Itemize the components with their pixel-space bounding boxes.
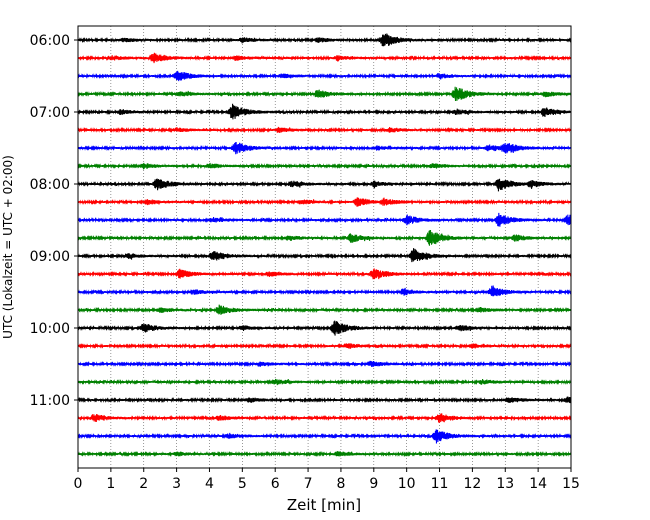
trace-line [77, 52, 572, 64]
trace-line [77, 450, 572, 458]
trace-line [77, 360, 572, 368]
trace-line [77, 197, 572, 207]
trace-line [77, 230, 572, 246]
x-tick-label: 0 [74, 476, 83, 492]
y-tick-label: 10:00 [30, 321, 70, 337]
x-tick-label: 3 [172, 476, 181, 492]
y-tick-label: 07:00 [30, 105, 70, 121]
trace-line [77, 103, 572, 120]
x-tick-label: 6 [271, 476, 280, 492]
trace-line [77, 162, 572, 170]
trace-line [77, 413, 572, 423]
y-axis-ticks: 06:00 07:00 08:00 09:00 10:00 11:00 [30, 33, 78, 409]
x-tick-label: 4 [205, 476, 214, 492]
x-axis-ticks: 0 1 2 3 4 5 6 7 8 9 10 11 12 13 14 15 [74, 468, 580, 492]
y-tick-label: 08:00 [30, 177, 70, 193]
y-tick-label: 09:00 [30, 249, 70, 265]
plot-frame [77, 25, 572, 469]
x-tick-label: 8 [336, 476, 345, 492]
x-tick-label: 13 [496, 476, 514, 492]
trace-line [77, 70, 572, 82]
trace-line [77, 396, 572, 404]
y-tick-label: 06:00 [30, 33, 70, 49]
x-tick-label: 11 [431, 476, 449, 492]
x-tick-label: 12 [463, 476, 481, 492]
x-tick-label: 1 [106, 476, 115, 492]
trace-line [77, 248, 572, 263]
y-axis-label: UTC (Lokalzeit = UTC + 02:00) [1, 155, 15, 339]
x-tick-label: 15 [562, 476, 580, 492]
y-tick-label: 11:00 [30, 393, 70, 409]
trace-line [77, 86, 572, 102]
trace-line [77, 320, 572, 336]
trace-line [77, 429, 572, 444]
x-tick-label: 5 [238, 476, 247, 492]
trace-line [77, 304, 572, 315]
trace-line [77, 126, 572, 134]
trace-line [77, 285, 572, 297]
trace-line [77, 342, 572, 350]
trace-line [77, 212, 572, 227]
x-tick-label: 2 [139, 476, 148, 492]
seismic-traces [77, 33, 572, 458]
trace-line [77, 141, 572, 155]
trace-line [77, 178, 572, 192]
x-tick-label: 10 [398, 476, 416, 492]
trace-line [77, 33, 572, 47]
x-tick-label: 9 [369, 476, 378, 492]
x-axis-label: Zeit [min] [287, 496, 361, 514]
x-tick-label: 7 [304, 476, 313, 492]
trace-line [77, 378, 572, 386]
trace-line [77, 268, 572, 280]
x-tick-label: 14 [529, 476, 547, 492]
